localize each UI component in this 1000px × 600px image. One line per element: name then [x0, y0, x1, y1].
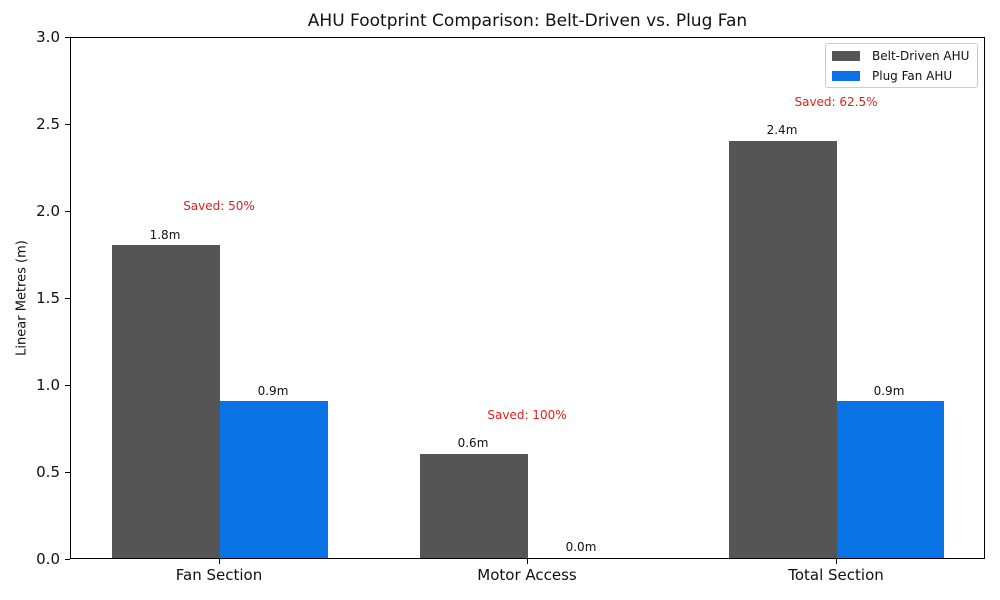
y-tick-label: 1.0	[36, 376, 60, 394]
savings-annotation: Saved: 100%	[487, 408, 567, 422]
bar-plug-fan-total-section	[837, 401, 944, 558]
y-tick-label: 0.0	[36, 550, 60, 568]
y-tick-label: 2.5	[36, 115, 60, 133]
x-tick-mark	[527, 559, 528, 564]
y-tick-mark	[65, 472, 70, 473]
legend-item-belt-driven: Belt-Driven AHU	[832, 49, 969, 63]
legend-swatch-icon	[832, 51, 860, 61]
y-tick-label: 3.0	[36, 28, 60, 46]
legend: Belt-Driven AHU Plug Fan AHU	[825, 43, 978, 88]
bar-plug-fan-fan-section	[220, 401, 328, 558]
y-tick-mark	[65, 211, 70, 212]
legend-swatch-icon	[832, 71, 860, 81]
y-tick-mark	[65, 124, 70, 125]
chart-title: AHU Footprint Comparison: Belt-Driven vs…	[307, 11, 748, 31]
y-tick-mark	[65, 385, 70, 386]
x-tick-label: Fan Section	[175, 566, 263, 584]
bar-belt-driven-fan-section	[112, 245, 220, 558]
y-tick-mark	[65, 37, 70, 38]
bar-belt-driven-total-section	[729, 141, 837, 558]
x-tick-mark	[836, 559, 837, 564]
savings-annotation: Saved: 50%	[183, 199, 255, 213]
value-label: 0.9m	[257, 384, 289, 398]
legend-item-plug-fan: Plug Fan AHU	[832, 69, 952, 83]
savings-annotation: Saved: 62.5%	[794, 95, 878, 109]
bar-belt-driven-motor-access	[420, 454, 528, 558]
value-label: 0.9m	[873, 384, 905, 398]
value-label: 0.0m	[565, 540, 597, 554]
y-tick-mark	[65, 559, 70, 560]
y-tick-label: 0.5	[36, 463, 60, 481]
x-tick-label: Motor Access	[477, 566, 577, 584]
x-tick-mark	[219, 559, 220, 564]
value-label: 2.4m	[766, 123, 798, 137]
y-tick-label: 2.0	[36, 202, 60, 220]
legend-label: Belt-Driven AHU	[872, 49, 970, 63]
plot-area	[70, 37, 985, 559]
value-label: 1.8m	[149, 228, 181, 242]
value-label: 0.6m	[457, 436, 489, 450]
y-tick-label: 1.5	[36, 289, 60, 307]
x-tick-label: Total Section	[788, 566, 884, 584]
legend-label: Plug Fan AHU	[872, 69, 953, 83]
y-tick-mark	[65, 298, 70, 299]
